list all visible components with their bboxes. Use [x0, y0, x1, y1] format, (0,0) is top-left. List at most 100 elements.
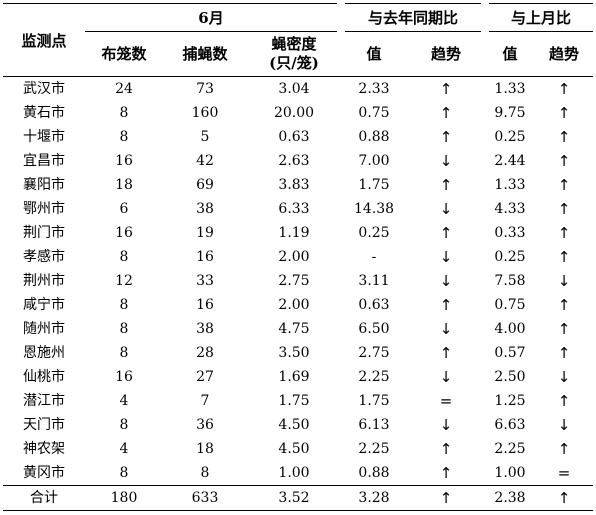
- cell-flies: 19: [196, 225, 214, 241]
- header-flies: 捕蝇数: [163, 31, 247, 77]
- cell-mom-value: 0.75: [494, 297, 526, 313]
- cell-yoy-trend: ↑: [439, 176, 453, 194]
- cell-yoy-value: 0.88: [358, 129, 390, 145]
- table-row: 荆州市 12 33 2.75 3.11 ↓ 7.58 ↓: [3, 269, 593, 293]
- cell-site: 天门市: [23, 417, 65, 433]
- cell-cages: 16: [115, 369, 133, 385]
- table-row: 神农架 4 18 4.50 2.25 ↑ 2.25 ↑: [3, 437, 593, 461]
- cell-yoy-value: 14.38: [353, 201, 395, 217]
- cell-mom-trend: ↑: [557, 152, 571, 170]
- cell-site: 宜昌市: [23, 153, 65, 169]
- cell-density: 3.83: [278, 177, 310, 193]
- table-row: 宜昌市 16 42 2.63 7.00 ↓ 2.44 ↑: [3, 149, 593, 173]
- cell-cages: 8: [119, 321, 129, 337]
- cell-mom-trend: ↓: [557, 368, 571, 386]
- cell-mom-trend: ↑: [557, 224, 571, 242]
- cell-cages: 18: [115, 177, 133, 193]
- cell-yoy-value: 0.75: [358, 105, 390, 121]
- table-total-row: 合计 180 633 3.52 3.28 ↑ 2.38 ↑: [3, 485, 594, 511]
- cell-mom-value: 2.44: [494, 153, 526, 169]
- cell-cages: 8: [119, 417, 129, 433]
- cell-mom-value: 1.33: [494, 81, 526, 97]
- cell-density: 1.69: [278, 369, 310, 385]
- cell-flies: 38: [196, 201, 214, 217]
- cell-density: 2.63: [278, 153, 310, 169]
- cell-mom-trend: ↑: [557, 344, 571, 362]
- cell-mom-value: 1.25: [494, 393, 526, 409]
- header-cages: 布笼数: [85, 31, 163, 77]
- cell-yoy-trend: ↑: [439, 296, 453, 314]
- cell-mom-trend: =: [557, 464, 571, 482]
- cell-flies: 36: [196, 417, 214, 433]
- cell-yoy-value: 2.33: [358, 81, 390, 97]
- cell-mom-value: 0.33: [494, 225, 526, 241]
- cell-yoy-trend: ↑: [439, 80, 453, 98]
- cell-density: 4.75: [278, 321, 310, 337]
- cell-cages: 16: [115, 225, 133, 241]
- cell-mom-trend: ↑: [557, 320, 571, 338]
- cell-cages: 8: [119, 465, 129, 481]
- cell-mom-trend: ↓: [557, 416, 571, 434]
- cell-yoy-trend: ↓: [439, 152, 453, 170]
- cell-yoy-trend: ↑: [439, 464, 453, 482]
- cell-site: 十堰市: [23, 129, 65, 145]
- cell-site: 神农架: [23, 441, 65, 457]
- cell-mom-value: 1.00: [494, 465, 526, 481]
- cell-site: 孝感市: [23, 249, 65, 265]
- cell-yoy-trend: ↑: [439, 224, 453, 242]
- cell-site: 黄石市: [23, 105, 65, 121]
- cell-yoy-trend: ↓: [439, 272, 453, 290]
- cell-flies: 42: [196, 153, 214, 169]
- cell-density: 4.50: [278, 441, 310, 457]
- header-density-line2: (只/笼): [269, 54, 319, 72]
- cell-flies: 5: [200, 129, 210, 145]
- cell-yoy-value: 1.75: [358, 177, 390, 193]
- cell-density: 1.75: [278, 393, 310, 409]
- cell-site: 咸宁市: [23, 297, 65, 313]
- header-mom-value: 值: [485, 31, 536, 77]
- cell-yoy-trend: ↓: [439, 368, 453, 386]
- cell-cages: 8: [119, 297, 129, 313]
- cell-cages: 24: [115, 81, 133, 97]
- cell-flies: 8: [200, 465, 210, 481]
- cell-mom-value: 1.33: [494, 177, 526, 193]
- cell-mom-value: 9.75: [494, 105, 526, 121]
- cell-yoy-value: 6.50: [358, 321, 390, 337]
- cell-site: 荆门市: [23, 225, 65, 241]
- cell-yoy-value: 0.63: [358, 297, 390, 313]
- header-density-line1: 蝇密度: [271, 35, 317, 53]
- cell-density: 0.63: [278, 129, 310, 145]
- cell-flies: 28: [196, 345, 214, 361]
- cell-flies: 18: [196, 441, 214, 457]
- header-density: 蝇密度 (只/笼): [247, 31, 341, 77]
- table-row: 武汉市 24 73 3.04 2.33 ↑ 1.33 ↑: [3, 77, 593, 102]
- cell-yoy-trend: ↓: [439, 200, 453, 218]
- table-row: 咸宁市 8 16 2.00 0.63 ↑ 0.75 ↑: [3, 293, 593, 317]
- cell-yoy-value: 6.13: [358, 417, 390, 433]
- cell-flies: 33: [196, 273, 214, 289]
- header-yoy-trend: 趋势: [407, 31, 486, 77]
- table-header: 监测点 6月 与去年同期比 与上月比 布笼数 捕蝇数 蝇密度 (只/笼) 值 趋…: [3, 3, 594, 77]
- cell-mom-trend: ↑: [557, 200, 571, 218]
- cell-mom-trend: ↑: [557, 176, 571, 194]
- table-row: 潜江市 4 7 1.75 1.75 = 1.25 ↑: [3, 389, 593, 413]
- cell-yoy-value: -: [371, 249, 377, 265]
- cell-flies: 7: [200, 393, 210, 409]
- total-site: 合计: [3, 485, 85, 511]
- cell-flies: 27: [196, 369, 214, 385]
- cell-mom-value: 0.25: [494, 129, 526, 145]
- table-row: 孝感市 8 16 2.00 - ↓ 0.25 ↑: [3, 245, 593, 269]
- cell-mom-trend: ↓: [557, 272, 571, 290]
- cell-yoy-trend: =: [439, 392, 453, 410]
- table-row: 仙桃市 16 27 1.69 2.25 ↓ 2.50 ↓: [3, 365, 593, 389]
- cell-site: 仙桃市: [23, 369, 65, 385]
- cell-flies: 16: [196, 297, 214, 313]
- cell-mom-trend: ↑: [557, 296, 571, 314]
- cell-cages: 16: [115, 153, 133, 169]
- cell-site: 武汉市: [23, 81, 65, 97]
- cell-density: 20.00: [273, 105, 315, 121]
- cell-yoy-trend: ↑: [439, 344, 453, 362]
- cell-cages: 8: [119, 105, 129, 121]
- cell-mom-value: 2.25: [494, 441, 526, 457]
- cell-yoy-value: 2.25: [358, 441, 390, 457]
